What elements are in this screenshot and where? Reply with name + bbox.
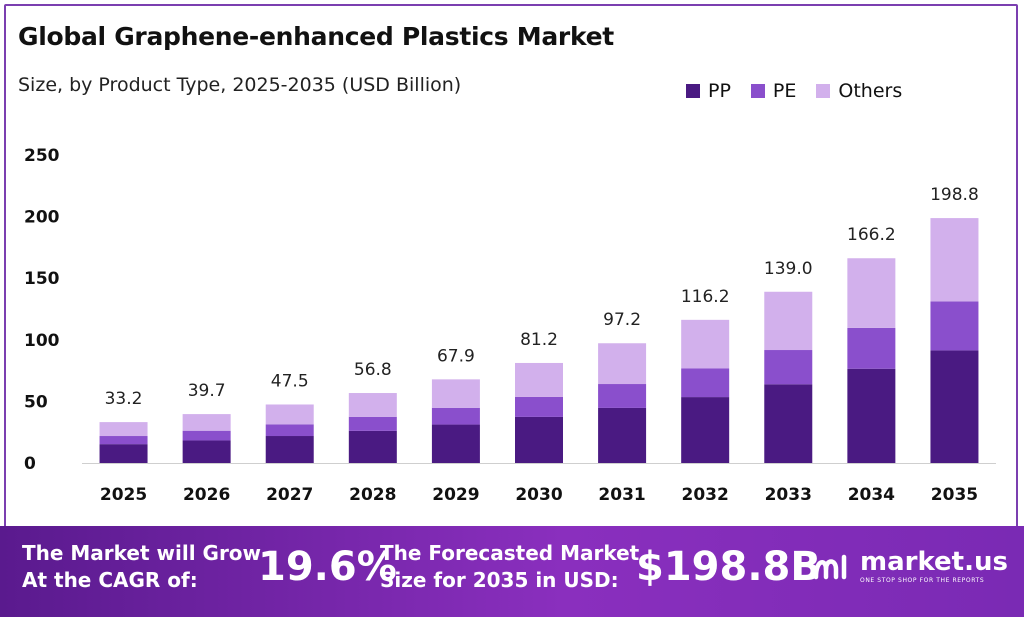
bar-segment-others — [99, 422, 148, 437]
bar-segment-pp — [930, 350, 979, 463]
summary-banner: The Market will Grow At the CAGR of: 19.… — [0, 526, 1024, 617]
bar-segment-pp — [99, 444, 148, 463]
legend-label-pe: PE — [772, 80, 797, 102]
x-tick-label: 2035 — [931, 485, 978, 505]
bar-segment-others — [431, 379, 480, 408]
legend-item-pe: PE — [750, 80, 797, 102]
cagr-caption-line1: The Market will Grow — [22, 541, 262, 565]
y-tick-label: 50 — [24, 392, 48, 412]
y-tick-label: 200 — [24, 208, 60, 228]
y-tick-label: 250 — [24, 146, 60, 166]
bar-segment-pp — [681, 397, 730, 463]
forecast-value: $198.8B — [636, 544, 821, 590]
bar-segment-others — [348, 393, 397, 417]
bar-segment-pp — [265, 436, 314, 463]
bar-total-label: 56.8 — [354, 360, 392, 380]
bar-total-label: 139.0 — [764, 259, 813, 279]
legend-item-pp: PP — [686, 80, 731, 102]
bar-segment-others — [515, 362, 563, 397]
bar-segment-others — [764, 291, 813, 351]
x-tick-label: 2034 — [848, 485, 895, 505]
bar-segment-pe — [598, 384, 647, 408]
bar-total-label: 39.7 — [188, 381, 226, 401]
bar-segment-pp — [847, 368, 896, 463]
x-tick-label: 2025 — [100, 485, 147, 505]
legend: PP PE Others — [686, 80, 902, 102]
x-tick-label: 2027 — [266, 485, 313, 505]
bar-segment-others — [681, 319, 730, 369]
legend-swatch-pp — [686, 84, 700, 98]
x-tick-label: 2031 — [598, 485, 645, 505]
stacked-bar-chart: 0 50 100 150 200 250 33.2 2025 39.7 2026 47.5 2027 5… — [24, 146, 996, 505]
cagr-caption-line2: At the CAGR of: — [22, 568, 198, 592]
bar-segment-others — [265, 404, 314, 425]
bar-segment-others — [930, 218, 979, 302]
bar-segment-pp — [764, 384, 813, 463]
brand-tagline: ONE STOP SHOP FOR THE REPORTS — [860, 577, 985, 584]
bar-segment-pe — [847, 327, 896, 369]
bar-segment-pe — [681, 368, 730, 398]
chart-subtitle: Size, by Product Type, 2025-2035 (USD Bi… — [18, 74, 462, 96]
market-us-logo-icon — [813, 554, 847, 580]
bar-total-label: 67.9 — [437, 346, 475, 366]
bar-segment-pe — [265, 424, 314, 437]
cagr-caption: The Market will Grow At the CAGR of: — [22, 540, 261, 594]
bar-segment-pp — [182, 440, 231, 463]
bar-segment-pe — [515, 396, 563, 417]
x-tick-label: 2026 — [183, 485, 230, 505]
bar-segment-pp — [348, 430, 397, 463]
bar-segment-others — [182, 414, 231, 431]
bar-segment-pp — [431, 424, 480, 463]
bar-total-label: 116.2 — [681, 287, 730, 307]
y-tick-label: 150 — [24, 269, 60, 289]
bar-total-label: 81.2 — [520, 330, 558, 350]
cagr-value: 19.6% — [258, 544, 397, 590]
forecast-caption-line2: Size for 2035 in USD: — [380, 568, 619, 592]
bar-total-label: 198.8 — [930, 185, 979, 205]
bar-segment-pe — [930, 301, 979, 351]
bar-segment-pe — [99, 436, 148, 445]
brand-name: market.us — [860, 547, 1008, 577]
bar-segment-pe — [764, 350, 813, 385]
legend-item-others: Others — [816, 80, 902, 102]
bar-segment-pe — [182, 430, 231, 441]
x-tick-label: 2032 — [682, 485, 729, 505]
bar-segment-others — [847, 258, 896, 328]
bar-segment-others — [598, 343, 647, 385]
bar-total-label: 166.2 — [847, 225, 896, 245]
bar-total-label: 33.2 — [105, 389, 143, 409]
x-tick-label: 2033 — [765, 485, 812, 505]
chart-title: Global Graphene-enhanced Plastics Market — [18, 22, 614, 51]
bar-total-label: 47.5 — [271, 371, 309, 391]
bar-segment-pp — [598, 407, 647, 463]
legend-label-others: Others — [838, 80, 903, 102]
x-tick-label: 2029 — [432, 485, 479, 505]
x-tick-label: 2030 — [515, 485, 562, 505]
bar-segment-pe — [431, 407, 480, 425]
legend-label-pp: PP — [708, 80, 731, 102]
bar-total-label: 97.2 — [603, 310, 641, 330]
legend-swatch-others — [816, 84, 831, 98]
bar-segment-pe — [348, 416, 397, 431]
forecast-caption: The Forecasted Market Size for 2035 in U… — [380, 540, 639, 594]
brand-logo[interactable]: market.us ONE STOP SHOP FOR THE REPORTS — [812, 548, 1008, 584]
forecast-caption-line1: The Forecasted Market — [380, 541, 640, 565]
bar-segment-pp — [515, 416, 563, 463]
x-tick-label: 2028 — [349, 485, 396, 505]
legend-swatch-pe — [750, 84, 765, 98]
y-tick-label: 0 — [24, 454, 36, 474]
y-tick-label: 100 — [24, 331, 60, 351]
